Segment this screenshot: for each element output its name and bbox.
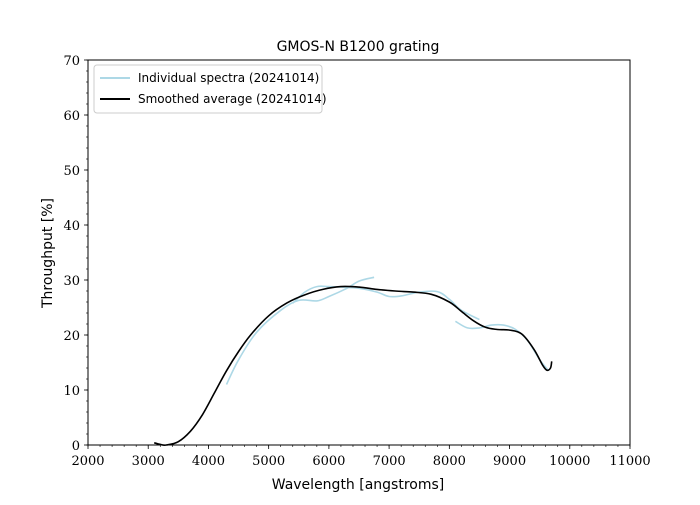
plot-frame	[87, 59, 631, 446]
x-tick-label: 6000	[312, 454, 345, 469]
chart-title: GMOS-N B1200 grating	[277, 39, 440, 55]
x-tick-label: 3000	[132, 454, 165, 469]
x-axis-label: Wavelength [angstroms]	[272, 477, 445, 493]
y-tick-label: 70	[63, 54, 80, 69]
legend-label-smoothed-average: Smoothed average (20241014)	[138, 92, 327, 106]
series-individual-spectra-line-0	[225, 276, 375, 385]
y-tick-label: 0	[72, 439, 80, 454]
series-smoothed-average-line	[153, 285, 553, 446]
x-tick-label: 5000	[252, 454, 285, 469]
x-tick-label: 9000	[493, 454, 526, 469]
plot-area	[153, 276, 553, 446]
x-tick-label: 4000	[192, 454, 225, 469]
y-axis-label: Throughput [%]	[40, 198, 56, 309]
y-tick-label: 40	[63, 219, 80, 234]
x-tick-label: 11000	[609, 454, 650, 469]
axes: 2000 3000 4000 5000 6000 7000 8000 9000 10000 110…	[63, 54, 650, 469]
legend: Individual spectra (20241014) Smoothed a…	[93, 64, 327, 114]
y-tick-label: 10	[63, 384, 80, 399]
y-tick-label: 60	[63, 109, 80, 124]
x-tick-label: 7000	[373, 454, 406, 469]
legend-label-individual-spectra: Individual spectra (20241014)	[138, 71, 319, 85]
x-tick-label: 2000	[71, 454, 104, 469]
y-tick-label: 50	[63, 164, 80, 179]
legend-box	[93, 64, 323, 114]
y-tick-label: 20	[63, 329, 80, 344]
x-tick-label: 10000	[549, 454, 590, 469]
y-tick-label: 30	[63, 274, 80, 289]
series-individual-spectra-line-1	[292, 285, 480, 321]
x-tick-label: 8000	[433, 454, 466, 469]
